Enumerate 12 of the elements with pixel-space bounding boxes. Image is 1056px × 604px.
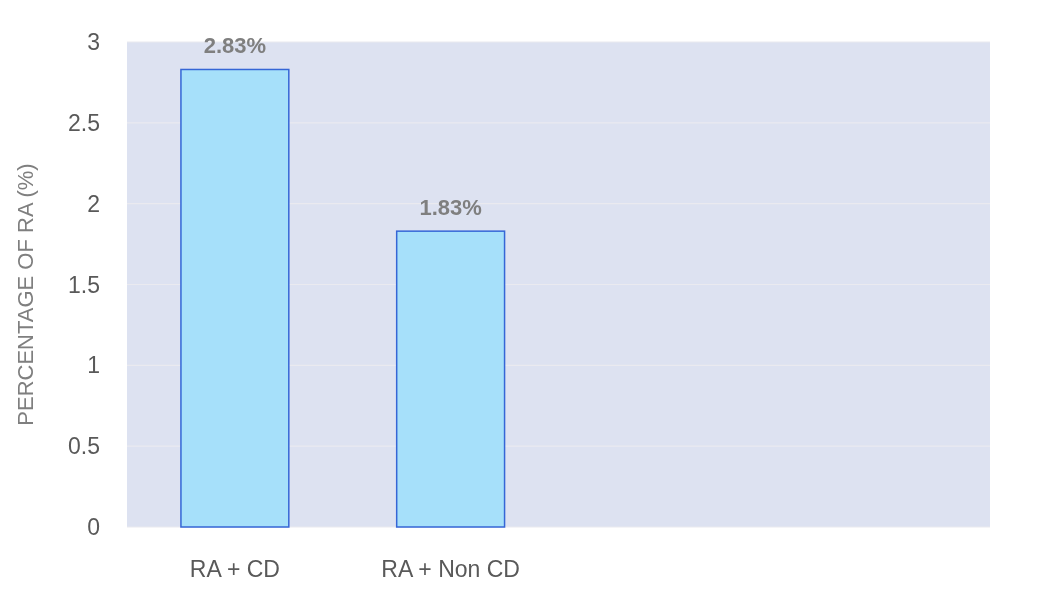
- data-label: 1.83%: [419, 195, 482, 221]
- y-tick-label: 1: [87, 352, 100, 379]
- data-label: 2.83%: [203, 33, 267, 59]
- y-tick-label: 2: [87, 190, 100, 217]
- y-tick-label: 1.5: [68, 271, 100, 298]
- x-tick-label: RA + CD: [189, 556, 280, 582]
- y-tick-label: 0.5: [68, 433, 100, 460]
- y-tick-label: 3: [87, 29, 100, 56]
- y-tick-label: 0: [87, 514, 100, 541]
- y-axis-title: PERCENTAGE OF RA (%): [13, 163, 38, 426]
- y-tick-label: 2.5: [68, 109, 100, 136]
- x-tick-label: RA + Non CD: [381, 556, 520, 582]
